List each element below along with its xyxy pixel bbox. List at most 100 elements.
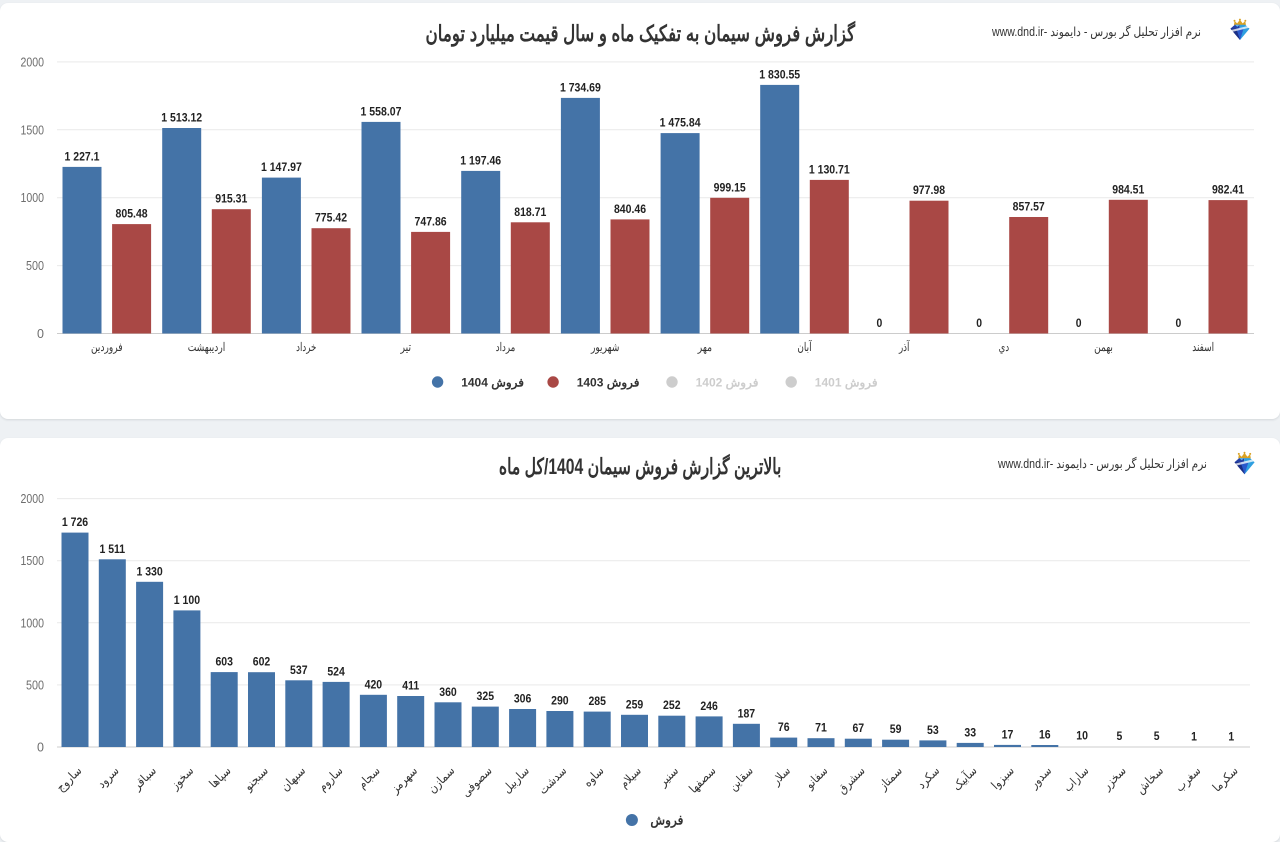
svg-text:306: 306: [514, 692, 532, 706]
svg-text:1 558.07: 1 558.07: [361, 104, 402, 118]
svg-text:1 830.55: 1 830.55: [759, 67, 800, 81]
svg-text:سجام: سجام: [355, 764, 383, 792]
svg-text:1 130.71: 1 130.71: [809, 162, 850, 176]
svg-text:0: 0: [976, 316, 982, 330]
svg-text:ساوه: ساوه: [581, 764, 607, 790]
svg-text:سدشت: سدشت: [536, 764, 570, 798]
svg-text:285: 285: [588, 694, 606, 708]
svg-text:سدور: سدور: [1026, 764, 1054, 792]
svg-text:سکرد: سکرد: [914, 764, 942, 792]
svg-text:252: 252: [663, 698, 681, 712]
svg-text:59: 59: [890, 722, 902, 736]
svg-text:246: 246: [700, 699, 718, 713]
svg-text:1 513.12: 1 513.12: [161, 111, 202, 125]
svg-text:1 726: 1 726: [62, 515, 89, 529]
svg-text:0: 0: [1076, 316, 1082, 330]
svg-text:بهمن: بهمن: [1094, 340, 1113, 354]
svg-text:1401 فروش: 1401 فروش: [815, 376, 878, 391]
svg-text:818.71: 818.71: [514, 205, 546, 219]
svg-text:سپاها: سپاها: [206, 764, 233, 791]
svg-text:سفانو: سفانو: [802, 764, 831, 793]
svg-text:0: 0: [1176, 316, 1182, 330]
svg-text:1 475.84: 1 475.84: [660, 116, 701, 130]
svg-text:840.46: 840.46: [614, 202, 646, 216]
svg-text:500: 500: [26, 678, 44, 692]
svg-text:16: 16: [1039, 728, 1051, 742]
svg-text:775.42: 775.42: [315, 211, 347, 225]
svg-text:سقاین: سقاین: [726, 764, 756, 794]
svg-text:سمازن: سمازن: [425, 764, 457, 796]
svg-text:سمتاز: سمتاز: [875, 764, 905, 794]
svg-text:0: 0: [37, 327, 44, 341]
svg-text:999.15: 999.15: [714, 180, 746, 194]
svg-text:دي: دي: [999, 340, 1010, 354]
svg-text:شهریور: شهریور: [590, 340, 619, 354]
svg-text:805.48: 805.48: [116, 207, 148, 221]
svg-text:524: 524: [327, 664, 345, 678]
svg-text:خرداد: خرداد: [296, 340, 316, 354]
svg-text:747.86: 747.86: [415, 214, 447, 228]
svg-text:1402 فروش: 1402 فروش: [696, 376, 759, 391]
svg-text:سکرما: سکرما: [1210, 764, 1241, 795]
svg-text:1 227.1: 1 227.1: [65, 149, 100, 163]
svg-text:1 147.97: 1 147.97: [261, 160, 302, 174]
svg-text:ساراب: ساراب: [1060, 764, 1091, 795]
svg-text:984.51: 984.51: [1112, 182, 1144, 196]
svg-text:فروردین: فروردین: [91, 340, 123, 354]
svg-text:71: 71: [815, 721, 827, 735]
svg-text:سبزوا: سبزوا: [988, 764, 1017, 793]
svg-text:187: 187: [738, 706, 756, 720]
svg-text:سخزر: سخزر: [1099, 764, 1129, 794]
svg-text:1 100: 1 100: [174, 593, 201, 607]
svg-text:17: 17: [1002, 727, 1014, 741]
svg-text:1500: 1500: [21, 554, 45, 568]
svg-text:ساربیل: ساربیل: [500, 764, 532, 796]
svg-text:53: 53: [927, 723, 939, 737]
svg-text:سیلام: سیلام: [617, 764, 644, 791]
svg-text:آبان: آبان: [797, 339, 812, 354]
svg-text:1500: 1500: [21, 123, 45, 137]
svg-text:1000: 1000: [21, 191, 45, 205]
svg-text:1: 1: [1191, 729, 1197, 743]
svg-text:1 330: 1 330: [136, 564, 163, 578]
svg-text:سنیر: سنیر: [655, 764, 681, 790]
svg-text:اردیبهشت: اردیبهشت: [188, 340, 226, 354]
svg-text:مرداد: مرداد: [496, 340, 516, 354]
svg-text:290: 290: [551, 694, 569, 708]
svg-text:سآبیک: سآبیک: [949, 763, 980, 794]
svg-text:2000: 2000: [21, 492, 45, 506]
svg-text:سلار: سلار: [768, 764, 793, 789]
svg-text:1404 فروش: 1404 فروش: [461, 376, 524, 391]
svg-text:آذر: آذر: [898, 339, 910, 354]
svg-text:76: 76: [778, 720, 790, 734]
svg-text:420: 420: [365, 677, 383, 691]
svg-text:5: 5: [1154, 729, 1160, 743]
svg-text:سهرمز: سهرمز: [387, 764, 420, 797]
svg-text:سبهان: سبهان: [278, 764, 308, 794]
svg-text:2000: 2000: [21, 55, 45, 69]
svg-text:اسفند: اسفند: [1192, 340, 1214, 354]
svg-text:سشرق: سشرق: [835, 764, 868, 797]
svg-text:0: 0: [877, 316, 883, 330]
svg-text:سباقر: سباقر: [129, 764, 159, 794]
svg-text:67: 67: [852, 721, 864, 735]
svg-text:سخوز: سخوز: [167, 764, 196, 793]
svg-text:603: 603: [215, 655, 233, 669]
svg-text:سخاش: سخاش: [1133, 764, 1166, 797]
svg-text:سرود: سرود: [94, 764, 121, 791]
svg-text:977.98: 977.98: [913, 183, 945, 197]
svg-text:1000: 1000: [21, 616, 45, 630]
svg-text:1403 فروش: 1403 فروش: [577, 376, 640, 391]
svg-text:602: 602: [253, 655, 271, 669]
svg-text:1 197.46: 1 197.46: [460, 153, 501, 167]
svg-text:411: 411: [402, 679, 419, 693]
svg-text:1: 1: [1228, 729, 1234, 743]
svg-text:33: 33: [964, 725, 976, 739]
svg-text:982.41: 982.41: [1212, 183, 1244, 197]
svg-text:تیر: تیر: [400, 340, 411, 354]
svg-text:537: 537: [290, 663, 308, 677]
svg-text:5: 5: [1117, 729, 1123, 743]
svg-text:325: 325: [477, 689, 495, 703]
svg-text:1 511: 1 511: [99, 542, 125, 556]
svg-text:10: 10: [1076, 728, 1088, 742]
